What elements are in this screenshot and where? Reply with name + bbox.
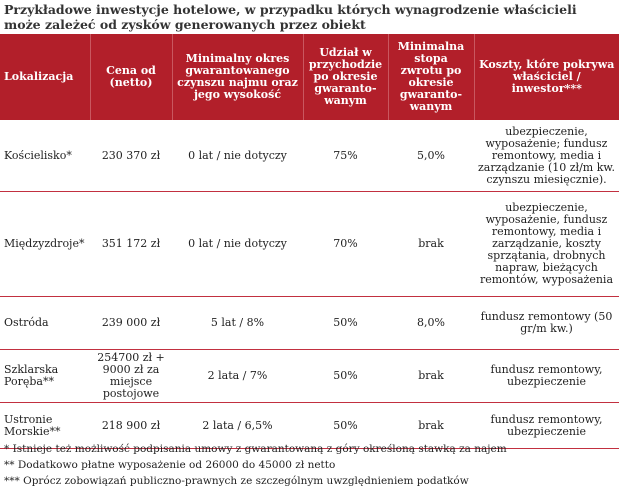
table-row: Ustronie Morskie** 218 900 zł 2 lata / 6… bbox=[0, 402, 619, 449]
cell-price: 218 900 zł bbox=[90, 402, 172, 449]
cell-location: Ustronie Morskie** bbox=[0, 402, 90, 449]
cell-share: 50% bbox=[303, 296, 388, 350]
cell-rate: brak bbox=[388, 191, 474, 297]
cell-location: Szklarska Poręba** bbox=[0, 349, 90, 403]
header-share: Udział w przychodzie po okresie gwaranto… bbox=[303, 34, 389, 120]
cell-rate: 8,0% bbox=[388, 296, 474, 350]
table-row: Ostróda 239 000 zł 5 lat / 8% 50% 8,0% f… bbox=[0, 296, 619, 350]
cell-share: 70% bbox=[303, 191, 388, 297]
cell-location: Ostróda bbox=[0, 296, 90, 350]
cell-guarantee: 5 lat / 8% bbox=[172, 296, 303, 350]
header-guarantee: Minimalny okres gwarantowanego czynszu n… bbox=[172, 34, 304, 120]
table-row: Szklarska Poręba** 254700 zł + 9000 zł z… bbox=[0, 349, 619, 403]
page-title: Przykładowe inwestycje hotelowe, w przyp… bbox=[4, 2, 577, 32]
cell-price: 230 370 zł bbox=[90, 120, 172, 192]
investments-table: Lokalizacja Cena od (netto) Minimalny ok… bbox=[0, 34, 619, 449]
cell-price: 239 000 zł bbox=[90, 296, 172, 350]
cell-share: 75% bbox=[303, 120, 388, 192]
cell-costs: fundusz remontowy (50 gr/m kw.) bbox=[474, 296, 619, 350]
table-row: Międzyzdroje* 351 172 zł 0 lat / nie dot… bbox=[0, 191, 619, 297]
footnote: ** Dodatkowo płatne wyposażenie od 26000… bbox=[4, 459, 336, 471]
cell-location: Międzyzdroje* bbox=[0, 191, 90, 297]
cell-price: 254700 zł + 9000 zł za miejsce postojowe bbox=[90, 349, 172, 403]
header-rate: Minimalna stopa zwrotu po okresie gwaran… bbox=[388, 34, 475, 120]
header-costs: Koszty, które pokrywa właściciel / inwes… bbox=[474, 34, 619, 120]
header-price: Cena od (netto) bbox=[90, 34, 173, 120]
cell-costs: ubezpieczenie, wyposażenie, fundusz remo… bbox=[474, 191, 619, 297]
cell-guarantee: 0 lat / nie dotyczy bbox=[172, 120, 303, 192]
cell-costs: fundusz remontowy, ubezpieczenie bbox=[474, 402, 619, 449]
footnote: *** Oprócz zobowiązań publiczno-prawnych… bbox=[4, 475, 469, 487]
cell-rate: brak bbox=[388, 402, 474, 449]
cell-location: Kościelisko* bbox=[0, 120, 90, 192]
cell-costs: fundusz remontowy, ubezpieczenie bbox=[474, 349, 619, 403]
footnote: * Istnieje też możliwość podpisania umow… bbox=[4, 443, 507, 455]
cell-share: 50% bbox=[303, 402, 388, 449]
header-location: Lokalizacja bbox=[0, 34, 91, 120]
cell-rate: brak bbox=[388, 349, 474, 403]
cell-price: 351 172 zł bbox=[90, 191, 172, 297]
cell-guarantee: 2 lata / 6,5% bbox=[172, 402, 303, 449]
table-header-row: Lokalizacja Cena od (netto) Minimalny ok… bbox=[0, 34, 619, 120]
cell-guarantee: 0 lat / nie dotyczy bbox=[172, 191, 303, 297]
cell-costs: ubezpieczenie, wyposażenie; fundusz remo… bbox=[474, 120, 619, 192]
footnotes: * Istnieje też możliwość podpisania umow… bbox=[4, 441, 616, 489]
table-row: Kościelisko* 230 370 zł 0 lat / nie doty… bbox=[0, 120, 619, 192]
cell-guarantee: 2 lata / 7% bbox=[172, 349, 303, 403]
cell-rate: 5,0% bbox=[388, 120, 474, 192]
cell-share: 50% bbox=[303, 349, 388, 403]
